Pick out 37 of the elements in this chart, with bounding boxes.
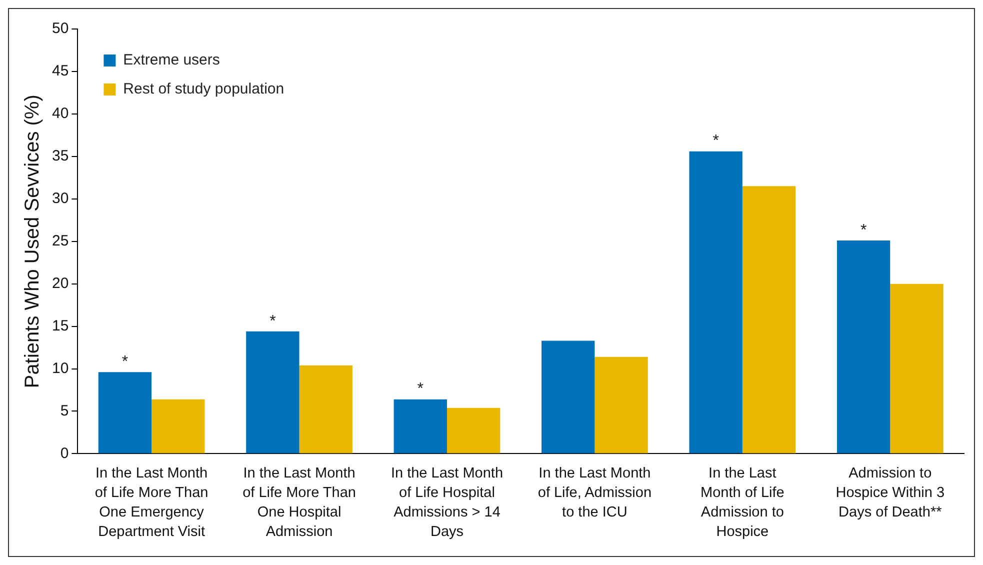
- bar: [689, 151, 742, 454]
- x-tick-label: In the Last Month of Life More Than One Hospital Admission: [242, 465, 356, 540]
- y-axis-title: Patients Who Used Sevvices (%): [22, 94, 44, 388]
- y-tick-label: 10: [52, 360, 69, 377]
- y-tick-label: 0: [60, 444, 69, 462]
- bar: [742, 186, 796, 454]
- legend-label: Rest of study population: [123, 80, 284, 98]
- y-tick-label: 40: [52, 105, 69, 122]
- y-tick-label: 20: [52, 274, 69, 292]
- bar: [246, 331, 300, 454]
- legend-label: Extreme users: [123, 52, 220, 69]
- bar: [890, 284, 944, 454]
- y-tick-label: 30: [52, 190, 69, 208]
- bar: [836, 240, 890, 454]
- annotation: *: [270, 312, 276, 330]
- bar: [594, 356, 648, 454]
- bar: [152, 399, 205, 454]
- x-tick-label: In the Last Month of Life Hospital Admissions > 14 Days: [390, 465, 504, 540]
- bar: [446, 408, 500, 454]
- y-tick-label: 15: [52, 317, 69, 334]
- x-tick-label: In the Last Month of Life More Than One Emergency Department Visit: [94, 465, 208, 540]
- bar: [299, 365, 352, 454]
- annotation: *: [712, 132, 719, 150]
- y-tick-label: 5: [60, 402, 69, 420]
- x-tick-label: In the Last Month of Life, Admission to the ICU: [538, 465, 652, 521]
- x-tick-label: Admission to Hospice Within 3 Days of Death**: [836, 465, 945, 521]
- y-tick-label: 50: [52, 20, 69, 38]
- bar: [542, 340, 595, 454]
- annotation: *: [122, 354, 128, 371]
- x-tick-label: In the Last Month of Life Admission to Hospice: [700, 465, 784, 540]
- y-tick-label: 45: [52, 62, 69, 80]
- y-tick-label: 25: [52, 232, 69, 250]
- bar: [98, 372, 152, 454]
- y-tick-label: 35: [52, 148, 69, 165]
- annotation: *: [860, 222, 867, 239]
- bar: [394, 399, 447, 454]
- annotation: *: [417, 380, 424, 398]
